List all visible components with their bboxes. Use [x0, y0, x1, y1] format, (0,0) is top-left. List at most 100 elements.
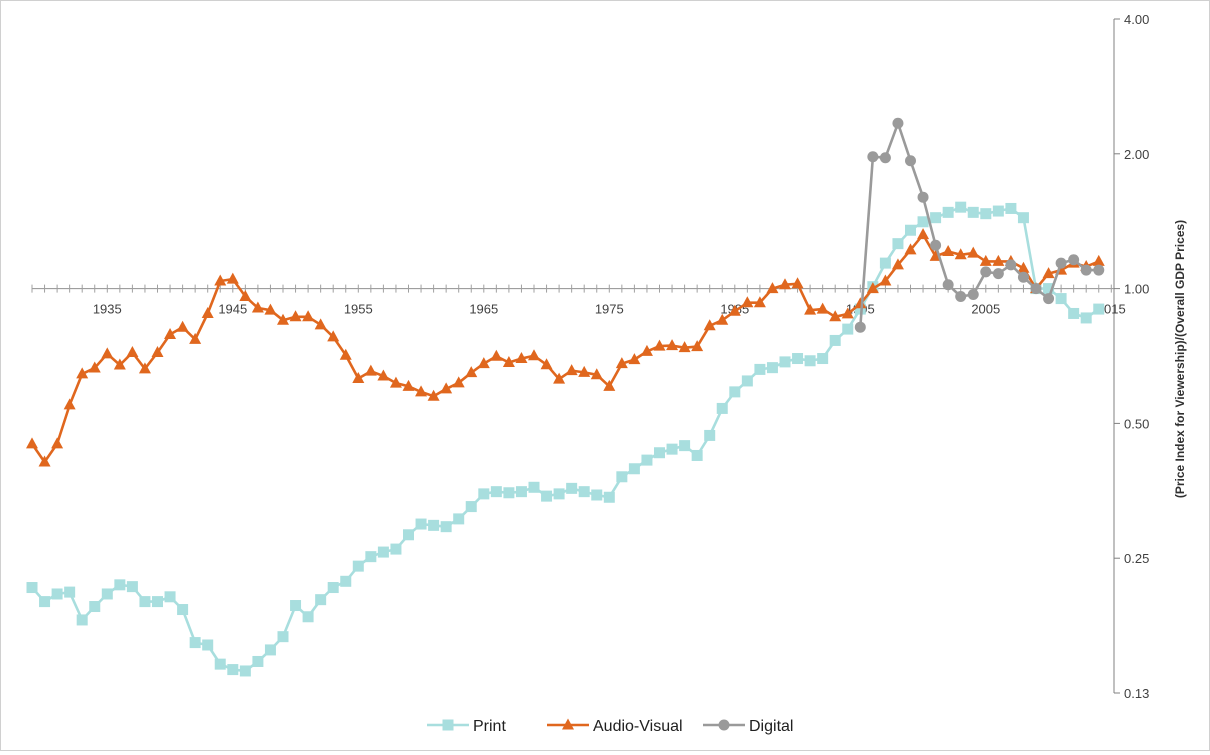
data-point-triangle [653, 339, 666, 351]
series-digital [854, 117, 1105, 333]
data-point-circle [980, 266, 992, 278]
data-point-triangle [562, 718, 574, 730]
data-point-triangle [716, 313, 729, 325]
data-point-circle [854, 321, 866, 333]
data-point-square [490, 486, 502, 498]
data-point-square [754, 363, 766, 375]
data-point-triangle [942, 245, 955, 257]
y-tick-label: 2.00 [1124, 147, 1149, 162]
data-point-square [817, 353, 829, 365]
data-point-square [980, 208, 992, 220]
data-point-square [302, 611, 314, 623]
data-point-triangle [251, 301, 264, 313]
data-point-triangle [76, 367, 89, 379]
data-point-square [1093, 303, 1105, 315]
data-point-square [679, 440, 691, 452]
data-point-triangle [678, 341, 691, 353]
data-point-square [1068, 307, 1080, 319]
data-point-square [64, 586, 76, 598]
data-point-square [453, 513, 465, 525]
data-point-triangle [703, 319, 716, 331]
data-point-square [716, 402, 728, 414]
data-point-square [1005, 202, 1017, 214]
data-point-triangle [452, 376, 465, 388]
data-point-square [442, 719, 454, 731]
data-point-triangle [26, 437, 38, 449]
data-point-square [152, 596, 163, 608]
legend-label: Digital [749, 718, 793, 735]
data-point-triangle [628, 353, 641, 365]
data-point-circle [942, 279, 954, 291]
data-point-square [955, 201, 967, 213]
x-tick-label: 1935 [93, 302, 122, 317]
data-point-square [766, 362, 778, 374]
data-point-triangle [214, 274, 227, 286]
data-point-triangle [553, 372, 566, 384]
data-point-square [691, 449, 703, 461]
data-point-circle [1017, 271, 1029, 283]
data-point-square [879, 257, 891, 269]
legend: Print Audio-Visual Digital [427, 718, 793, 735]
data-point-triangle [113, 358, 126, 370]
data-point-square [704, 429, 716, 441]
data-point-square [428, 519, 440, 531]
data-point-triangle [515, 352, 528, 364]
data-point-square [992, 205, 1004, 217]
data-point-square [390, 543, 402, 555]
data-point-square [967, 206, 979, 218]
y-tick-label: 0.50 [1124, 416, 1149, 431]
x-tick-label: 1965 [469, 302, 498, 317]
legend-item: Audio-Visual [547, 718, 683, 735]
data-point-triangle [691, 340, 704, 352]
data-point-triangle [226, 272, 239, 284]
data-point-square [729, 386, 741, 398]
data-point-square [377, 546, 389, 558]
data-point-square [905, 224, 916, 236]
data-point-square [202, 639, 214, 651]
data-point-circle [905, 155, 916, 167]
data-point-circle [879, 152, 891, 164]
legend-item: Digital [703, 718, 793, 735]
data-point-square [842, 323, 854, 335]
data-point-triangle [917, 228, 930, 240]
data-point-square [641, 454, 653, 466]
data-point-triangle [540, 358, 553, 370]
data-point-square [177, 604, 189, 616]
data-point-triangle [728, 304, 741, 316]
data-point-square [829, 334, 841, 346]
data-point-triangle [954, 248, 967, 260]
data-point-triangle [389, 376, 402, 388]
data-point-square [352, 560, 364, 572]
data-point-square [76, 614, 88, 626]
series-layer [26, 117, 1105, 677]
data-point-circle [1005, 259, 1017, 271]
data-point-triangle [477, 357, 490, 369]
data-point-circle [992, 268, 1004, 280]
data-point-triangle [967, 246, 980, 258]
data-point-triangle [866, 282, 879, 294]
data-point-circle [930, 239, 942, 251]
data-point-square [1080, 312, 1092, 324]
data-point-triangle [402, 379, 415, 391]
data-point-square [39, 596, 51, 608]
data-point-square [114, 579, 126, 591]
data-point-square [779, 356, 791, 368]
data-point-triangle [101, 347, 114, 359]
data-point-square [503, 487, 515, 499]
data-point-square [139, 596, 151, 608]
data-point-triangle [151, 345, 164, 357]
data-point-triangle [465, 366, 478, 378]
data-point-square [252, 655, 264, 667]
data-point-triangle [578, 365, 591, 377]
data-point-square [541, 490, 553, 502]
data-point-square [277, 631, 289, 643]
data-point-square [917, 216, 929, 228]
data-point-triangle [302, 310, 315, 322]
data-point-triangle [189, 332, 202, 344]
data-point-square [51, 588, 63, 600]
data-point-square [1043, 283, 1055, 295]
y-tick-label: 4.00 [1124, 12, 1149, 27]
series-line [859, 122, 1099, 328]
